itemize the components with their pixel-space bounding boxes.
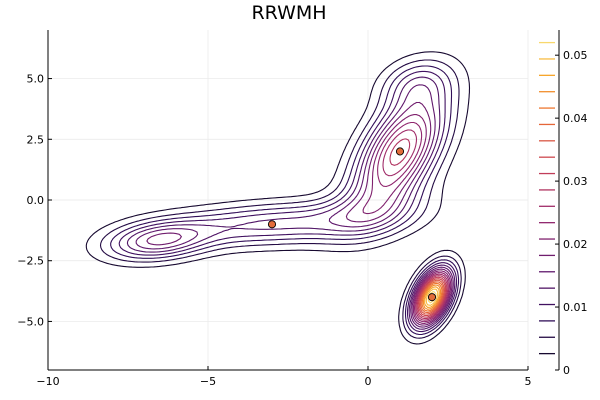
colorbar-tick-label-0: 0 xyxy=(563,364,570,377)
colorbar-tick-label-3: 0.03 xyxy=(563,175,588,188)
contour-level-1 xyxy=(99,59,462,339)
mode-markers xyxy=(267,147,437,302)
contour-level-10 xyxy=(389,138,448,320)
colorbar: 0 0.01 0.02 0.03 0.04 0.05 xyxy=(539,30,588,377)
contour-level-3 xyxy=(118,70,458,333)
contour-lines xyxy=(85,51,471,345)
x-tick-label-0: −10 xyxy=(36,375,59,388)
mode-marker-0 xyxy=(267,220,277,229)
contour-level-14 xyxy=(420,281,444,314)
contour-level-0 xyxy=(85,51,471,345)
x-tick-label-3: 5 xyxy=(525,375,532,388)
mode-marker-2 xyxy=(427,293,437,302)
colorbar-tick-label-4: 0.04 xyxy=(563,112,588,125)
axes: −10 −5 0 5 −5.0 −2.5 0.0 2.5 5.0 xyxy=(17,30,532,388)
contour-level-17 xyxy=(424,286,440,308)
y-tick-label-2: 0.0 xyxy=(27,194,45,207)
y-tick-label-1: −2.5 xyxy=(17,255,44,268)
contour-level-4 xyxy=(126,76,456,330)
y-tick-label-3: 2.5 xyxy=(27,133,45,146)
contour-level-8 xyxy=(377,121,451,323)
colorbar-tick-label-2: 0.02 xyxy=(563,238,588,251)
grid-lines xyxy=(47,30,529,370)
contour-level-18 xyxy=(425,288,439,306)
contour-level-15 xyxy=(421,282,443,312)
colorbar-tick-label-5: 0.05 xyxy=(563,49,588,62)
contour-level-7 xyxy=(362,114,452,324)
contour-level-2 xyxy=(110,65,460,336)
chart-title: RRWMH xyxy=(251,2,326,24)
contour-level-13 xyxy=(419,279,445,315)
contour-level-12 xyxy=(418,278,446,317)
mode-marker-1 xyxy=(395,147,405,156)
x-tick-label-1: −5 xyxy=(200,375,216,388)
contour-level-9 xyxy=(382,129,449,321)
contour-level-6 xyxy=(146,101,453,326)
y-tick-label-0: −5.0 xyxy=(17,315,44,328)
colorbar-tick-label-1: 0.01 xyxy=(563,301,588,314)
contour-level-11 xyxy=(417,276,447,318)
contour-level-16 xyxy=(422,284,442,310)
contour-level-5 xyxy=(135,84,454,328)
y-tick-label-4: 5.0 xyxy=(27,73,45,86)
x-tick-label-2: 0 xyxy=(365,375,372,388)
